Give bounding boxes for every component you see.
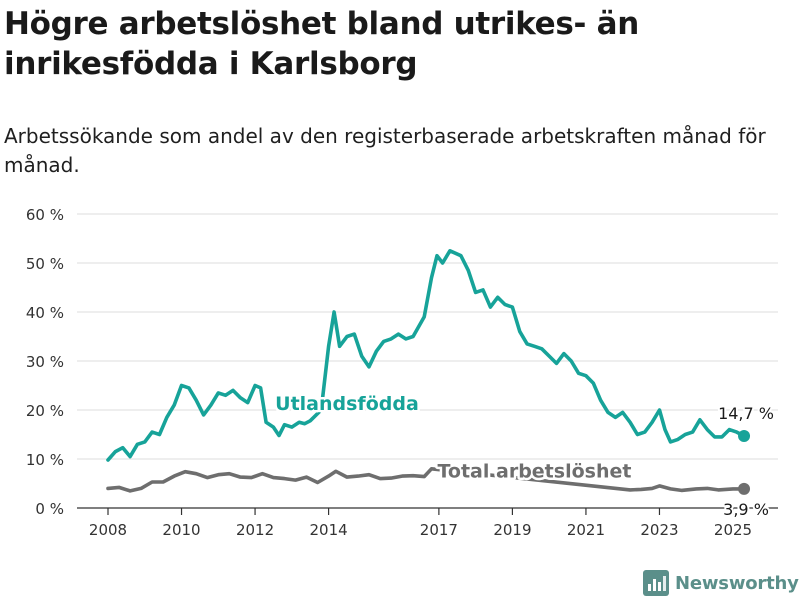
x-tick-label: 2017 [420,521,458,539]
y-tick-label: 0 % [35,500,64,518]
chart-title: Högre arbetslöshet bland utrikes- än inr… [4,6,640,82]
y-tick-label: 10 % [26,451,64,469]
end-value-label: 3,9 % [723,500,769,519]
y-tick-label: 60 % [26,206,64,224]
series-lines [106,249,751,495]
x-tick-label: 2023 [640,521,678,539]
x-tick-label: 2012 [236,521,274,539]
brand-name: Newsworthy [675,572,799,594]
x-axis-ticks: 2008 2010 2012 2014 2017 2019 2021 2023 2025 [89,508,752,539]
y-tick-label: 40 % [26,304,64,322]
series-line-total [106,467,746,493]
end-value-label: 14,7 % [718,404,774,423]
x-tick-label: 2014 [309,521,347,539]
x-tick-label: 2021 [567,521,605,539]
y-tick-label: 20 % [26,402,64,420]
y-tick-label: 30 % [26,353,64,371]
newsworthy-brand[interactable]: Newsworthy [643,569,799,597]
chart-subtitle: Arbetssökande som andel av den registerb… [4,124,766,177]
x-tick-label: 2019 [493,521,531,539]
end-value-halo: 3,9 % [723,500,769,519]
series-line-utlandsfodda [106,249,746,462]
newsworthy-chart-logo-icon [643,570,669,596]
x-tick-label: 2008 [89,521,127,539]
series-end-point [738,482,751,495]
series-label-halo: Total arbetslöshet [437,461,631,483]
end-value-halo: 14,7 % [718,404,774,423]
x-tick-label: 2010 [162,521,200,539]
series-end-point [738,429,751,442]
y-tick-label: 50 % [26,255,64,273]
x-tick-label: 2025 [714,521,752,539]
gridlines [77,213,778,509]
y-axis-ticks: 0 % 10 % 20 % 30 % 40 % 50 % 60 % [26,206,64,518]
series-label: Utlandsfödda [275,393,419,415]
series-label: Total arbetslöshet [437,461,631,483]
series-label-halo: Utlandsfödda [275,393,419,415]
